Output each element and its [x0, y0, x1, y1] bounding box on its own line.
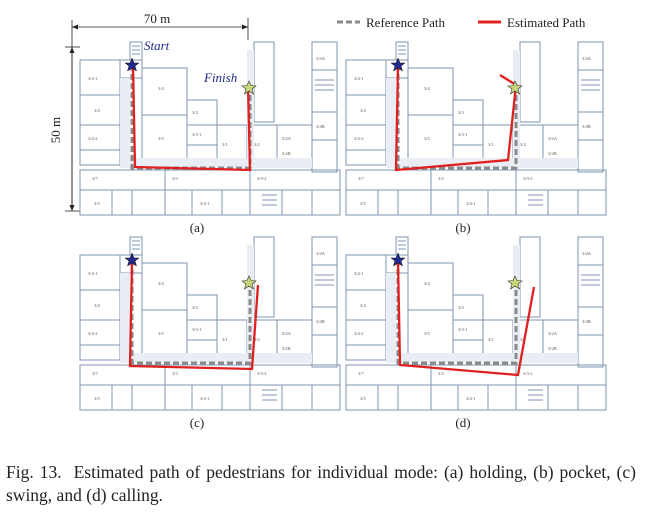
finish-star-icon: [241, 275, 257, 290]
panel-c: (c): [79, 236, 341, 430]
estimated-path: [394, 65, 518, 172]
figure-caption: Fig. 13. Estimated path of pedestrians fo…: [6, 461, 636, 507]
panel-label: (c): [190, 415, 204, 430]
legend: Reference Path Estimated Path: [337, 15, 586, 30]
finish-star-icon: [507, 275, 523, 290]
panel-label: (d): [455, 415, 470, 430]
finish-star-icon: [241, 80, 257, 95]
panel-a: Start Finish (a): [79, 38, 341, 235]
floorplan: [345, 41, 607, 216]
finish-star-icon: [507, 80, 523, 95]
start-label: Start: [144, 38, 170, 53]
reference-path: [396, 65, 518, 170]
panel-label: (b): [455, 220, 470, 235]
estimated-path: [131, 65, 252, 172]
panel-b: (b): [345, 41, 607, 235]
estimated-path-legend-label: Estimated Path: [507, 15, 586, 30]
panel-label: (a): [190, 220, 204, 235]
width-dimension-label: 70 m: [144, 11, 170, 26]
reference-path: [396, 260, 518, 365]
caption-label: Fig. 13.: [6, 462, 62, 482]
estimated-path: [396, 260, 536, 377]
start-star-icon: [124, 252, 140, 267]
reference-path: [130, 260, 252, 365]
start-star-icon: [390, 57, 406, 72]
reference-path-legend-label: Reference Path: [366, 15, 446, 30]
estimated-path: [128, 260, 260, 371]
panel-d: (d): [345, 236, 607, 430]
caption-text: Estimated path of pedestrians for indivi…: [6, 462, 636, 505]
figure: 3/4-1 3/4 3/4-2 3/4 3/5 3/3 3/3-1 3/1 3/…: [48, 11, 607, 430]
floorplan: [345, 236, 607, 411]
dimension-annotations: 70 m 50 m: [48, 11, 249, 212]
floorplan: [79, 236, 341, 411]
finish-label: Finish: [203, 70, 237, 85]
start-star-icon: [390, 252, 406, 267]
start-star-icon: [124, 57, 140, 72]
height-dimension-label: 50 m: [48, 117, 63, 143]
floorplan: [79, 41, 341, 216]
